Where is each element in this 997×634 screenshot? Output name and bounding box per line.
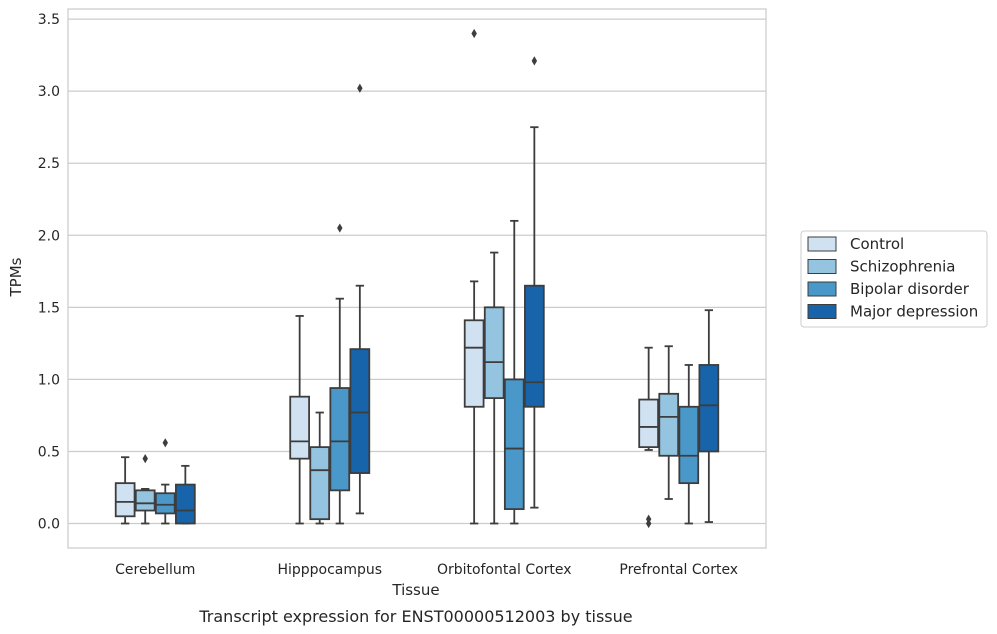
- chart-caption: Transcript expression for ENST0000051200…: [198, 607, 632, 626]
- box-bipolar-disorder: [329, 223, 351, 525]
- y-tick-label: 1.5: [38, 300, 60, 316]
- y-tick-label: 2.0: [38, 228, 60, 244]
- x-tick-label: Prefrontal Cortex: [619, 562, 738, 578]
- outlier-point: [357, 83, 363, 93]
- outlier-point: [162, 438, 169, 448]
- box-iqr: [678, 405, 700, 485]
- y-tick-label: 3.0: [38, 84, 60, 100]
- outlier-point: [645, 514, 652, 524]
- box-iqr: [483, 306, 505, 400]
- outlier-point: [337, 223, 343, 233]
- box-control: [289, 315, 310, 525]
- plot-frame: [67, 8, 767, 549]
- box-schizophrenia: [658, 345, 680, 500]
- y-tick-label: 2.5: [38, 156, 60, 172]
- box-control: [114, 456, 136, 525]
- outlier-point: [471, 28, 477, 39]
- outlier-point: [142, 454, 148, 464]
- box-plot-marks: [114, 28, 720, 529]
- x-tick-label: Orbitofontal Cortex: [437, 562, 572, 578]
- box-schizophrenia: [134, 454, 156, 525]
- legend: Control Schizophrenia Bipolar disorder Majo…: [800, 230, 988, 328]
- y-tick-label: 0.5: [38, 444, 60, 460]
- box-major-depression: [698, 309, 720, 523]
- y-tick-label: 0.0: [38, 517, 60, 533]
- x-tick-label: Hipppocampus: [277, 562, 382, 578]
- box-iqr: [134, 489, 156, 512]
- box-iqr: [698, 364, 720, 453]
- legend-label: Major depression: [850, 303, 978, 321]
- legend-label: Schizophrenia: [850, 258, 955, 276]
- legend-frame: [800, 230, 988, 328]
- box-bipolar-disorder: [503, 219, 525, 525]
- box-iqr: [329, 387, 351, 492]
- legend-swatch: [807, 236, 837, 252]
- x-tick-label: Cerebellum: [115, 562, 195, 578]
- box-major-depression: [349, 83, 371, 515]
- legend-label: Bipolar disorder: [850, 280, 970, 298]
- box-iqr: [289, 395, 310, 460]
- box-iqr: [154, 492, 176, 515]
- x-axis-title: Tissue: [391, 581, 439, 599]
- box-iqr: [309, 446, 331, 521]
- box-iqr: [658, 392, 680, 457]
- y-axis-title: TPMs: [7, 257, 25, 297]
- box-iqr: [503, 378, 525, 510]
- legend-swatch: [807, 281, 837, 297]
- box-iqr: [638, 398, 659, 449]
- x-axis-ticks: Cerebellum Hipppocampus Orbitofontal Corte…: [115, 562, 738, 578]
- legend-swatch: [807, 259, 837, 274]
- y-axis-ticks: 0.0 0.5 1.0 1.5 2.0 2.5 3.0 3.5: [38, 12, 60, 532]
- legend-swatch: [807, 304, 837, 319]
- box-bipolar-disorder: [678, 364, 700, 525]
- box-control: [638, 346, 659, 529]
- y-tick-label: 3.5: [38, 12, 60, 28]
- box-major-depression: [524, 56, 545, 509]
- box-bipolar-disorder: [154, 438, 176, 525]
- box-iqr: [524, 284, 545, 408]
- box-schizophrenia: [309, 411, 331, 525]
- box-iqr: [463, 319, 485, 408]
- box-control: [463, 28, 485, 525]
- box-iqr: [114, 482, 136, 518]
- box-iqr: [175, 483, 196, 525]
- legend-label: Control: [850, 235, 904, 253]
- y-tick-label: 1.0: [38, 372, 60, 388]
- box-schizophrenia: [483, 251, 505, 525]
- gridlines: [68, 18, 766, 525]
- outlier-point: [531, 56, 538, 66]
- box-iqr: [349, 348, 371, 474]
- box-major-depression: [175, 464, 196, 525]
